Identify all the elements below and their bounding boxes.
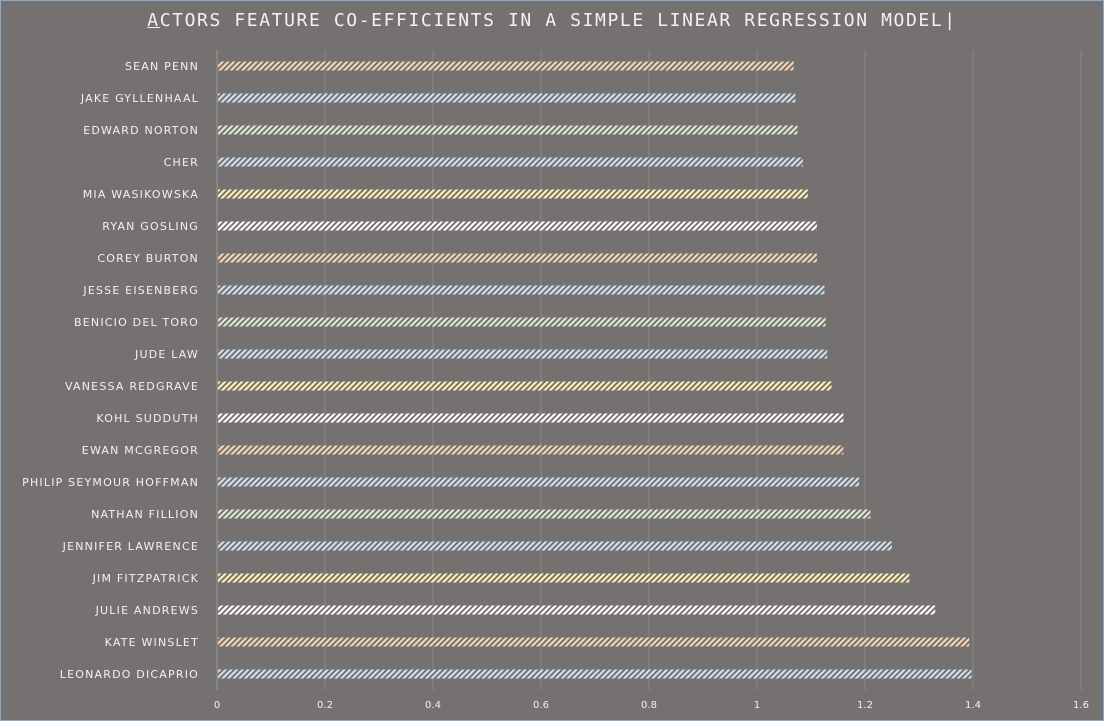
x-tick-label: 1.6	[1073, 700, 1089, 711]
bar	[218, 93, 796, 103]
category-label: JUDE LAW	[134, 348, 199, 361]
category-label: EDWARD NORTON	[83, 124, 199, 137]
category-label: BENICIO DEL TORO	[74, 316, 199, 329]
x-tick-label: 1.2	[857, 700, 873, 711]
category-label: NATHAN FILLION	[91, 508, 199, 521]
x-tick-label: 0.2	[317, 700, 333, 711]
bar	[218, 189, 808, 199]
category-label: JIM FITZPATRICK	[92, 572, 199, 585]
bars	[218, 61, 972, 679]
category-label: COREY BURTON	[97, 252, 199, 265]
bar	[218, 477, 860, 487]
bar	[218, 637, 970, 647]
bar	[218, 349, 828, 359]
chart-title-text: CTORS FEATURE CO-EFFICIENTS IN A SIMPLE …	[159, 10, 944, 31]
category-label: JULIE ANDREWS	[95, 604, 199, 617]
bar	[218, 669, 972, 679]
text-cursor: |	[944, 10, 957, 31]
bar	[218, 221, 817, 231]
bar	[218, 605, 936, 615]
category-labels: SEAN PENN JAKE GYLLENHAAL EDWARD NORTON CHE…	[22, 60, 199, 681]
x-tick-label: 0	[214, 700, 220, 711]
x-tick-label: 0.6	[533, 700, 549, 711]
category-label: RYAN GOSLING	[102, 220, 199, 233]
bar	[218, 61, 794, 71]
x-tick-label: 1	[754, 700, 760, 711]
category-label: LEONARDO DICAPRIO	[60, 668, 199, 681]
category-label: MIA WASIKOWSKA	[83, 188, 199, 201]
bar	[218, 125, 798, 135]
category-label: PHILIP SEYMOUR HOFFMAN	[22, 476, 199, 489]
bar	[218, 381, 832, 391]
bar	[218, 317, 826, 327]
category-label: KATE WINSLET	[105, 636, 199, 649]
bar	[218, 573, 910, 583]
category-label: SEAN PENN	[125, 60, 199, 73]
category-label: VANESSA REDGRAVE	[65, 380, 199, 393]
bar	[218, 253, 817, 263]
category-label: KOHL SUDDUTH	[96, 412, 199, 425]
category-label: JAKE GYLLENHAAL	[80, 92, 199, 105]
x-tick-label: 0.8	[641, 700, 657, 711]
x-tick-label: 0.4	[425, 700, 441, 711]
bar	[218, 445, 844, 455]
gridlines	[216, 50, 1082, 690]
category-label: JESSE EISENBERG	[82, 284, 199, 297]
chart-title-first-letter: A	[147, 10, 160, 31]
bar	[218, 413, 844, 423]
category-label: EWAN MCGREGOR	[82, 444, 199, 457]
tick-labels: 0 0.2 0.4 0.6 0.8 1 1.2 1.4 1.6	[214, 700, 1089, 711]
bar	[218, 509, 871, 519]
bar	[218, 541, 892, 551]
bar	[218, 157, 803, 167]
bar	[218, 285, 825, 295]
chart-title: ACTORS FEATURE CO-EFFICIENTS IN A SIMPLE…	[0, 10, 1104, 31]
x-tick-label: 1.4	[965, 700, 981, 711]
category-label: CHER	[164, 156, 199, 169]
category-label: JENNIFER LAWRENCE	[62, 540, 199, 553]
